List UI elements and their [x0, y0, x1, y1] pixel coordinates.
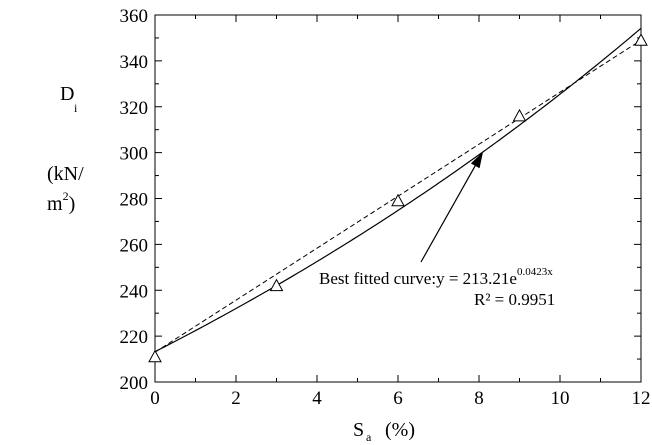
data-point-triangle: [148, 349, 162, 363]
y-tick-label: 280: [120, 190, 149, 211]
y-tick-label: 300: [120, 144, 149, 165]
annotation-label: Best fitted curve:y = 213.21e0.0423x: [319, 266, 553, 288]
y-tick-label: 220: [120, 327, 149, 348]
fitted-curve-line: [154, 27, 642, 353]
x-tick-label: 12: [632, 388, 651, 409]
x-axis-label-subscript: a: [366, 430, 372, 444]
x-tick-label: 0: [150, 388, 160, 409]
annotation-r-squared: R² = 0.9951: [474, 290, 555, 309]
x-tick-label: 8: [474, 388, 484, 409]
x-tick-label: 2: [231, 388, 241, 409]
y-tick-label: 260: [120, 235, 149, 256]
data-point-triangle: [269, 278, 284, 292]
x-axis-label: S: [353, 419, 364, 441]
data-point-triangle: [391, 193, 405, 207]
data-point-triangle: [634, 33, 648, 46]
y-tick-label: 240: [120, 281, 149, 302]
axis-tick-labels: 0 2 4 6 8 10 12 200 220 240 260 280 300 320 340 360: [120, 6, 651, 409]
y-tick-label: 320: [120, 98, 149, 119]
data-markers: [148, 33, 648, 363]
x-tick-label: 4: [312, 388, 322, 409]
y-tick-label: 340: [120, 52, 149, 73]
x-tick-label: 10: [551, 388, 570, 409]
fit-annotation: Best fitted curve:y = 213.21e0.0423x R² =…: [319, 151, 555, 309]
y-axis-label: D: [60, 83, 74, 105]
annotation-arrow-head: [470, 151, 484, 169]
y-axis-unit-line1: (kN/: [47, 163, 84, 185]
y-axis-label-subscript: i: [74, 101, 78, 115]
curves: [154, 27, 642, 353]
x-axis-unit: (%): [385, 419, 415, 441]
y-tick-label: 360: [120, 6, 149, 27]
axis-ticks: [154, 14, 642, 383]
data-point-triangle: [512, 108, 527, 122]
y-axis-unit-line2: m2): [47, 189, 75, 215]
annotation-arrow-line: [420, 165, 476, 263]
y-tick-label: 200: [120, 373, 149, 394]
x-tick-label: 6: [393, 388, 403, 409]
